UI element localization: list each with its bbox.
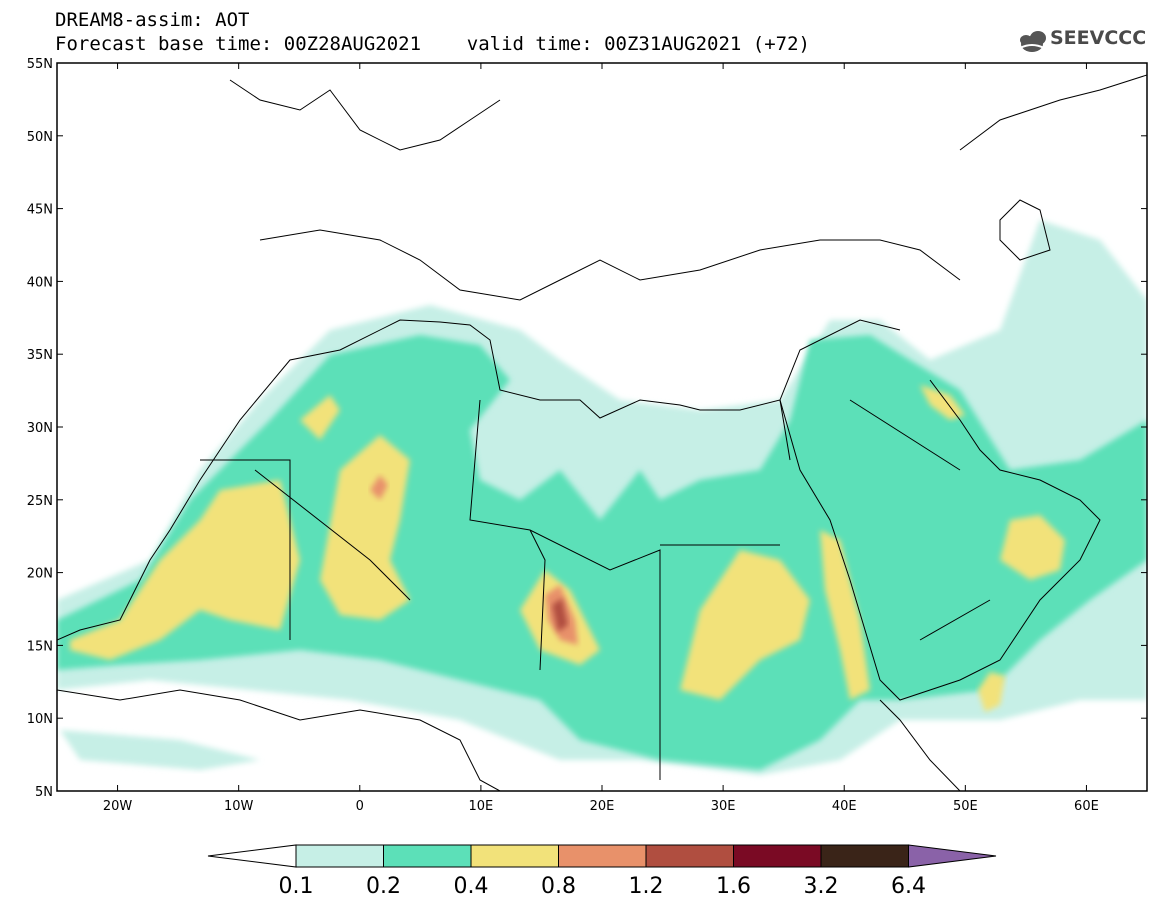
lat-tick-label: 45N bbox=[27, 203, 53, 218]
aot-contour-0.4-mauritania bbox=[320, 435, 410, 620]
map-title: DREAM8-assim: AOT bbox=[55, 9, 250, 31]
aot-contour-0.1-south bbox=[60, 730, 260, 770]
aot-contour-0.8-west bbox=[370, 475, 388, 500]
lon-tick-label: 60E bbox=[1074, 799, 1099, 814]
lat-tick-label: 25N bbox=[27, 494, 53, 509]
lat-tick-label: 10N bbox=[27, 712, 53, 727]
aot-contour-0.4-yemen bbox=[978, 672, 1005, 712]
lat-tick-label: 30N bbox=[27, 421, 53, 436]
colorbar-label: 3.2 bbox=[804, 874, 839, 899]
colorbar-bin-3 bbox=[470, 844, 559, 868]
cloud-icon bbox=[1019, 31, 1046, 52]
aot-contour-0.4-redsea bbox=[820, 530, 870, 700]
colorbar-label: 1.2 bbox=[629, 874, 664, 899]
lat-tick-label: 55N bbox=[27, 57, 53, 72]
colorbar-label: 1.6 bbox=[716, 874, 751, 899]
lat-tick-label: 40N bbox=[27, 275, 53, 290]
colorbar-bin-6 bbox=[733, 844, 822, 868]
colorbar-label: 0.8 bbox=[541, 874, 576, 899]
forecast-time-line: Forecast base time: 00Z28AUG2021 valid t… bbox=[55, 33, 810, 55]
lon-tick-label: 0 bbox=[356, 799, 364, 814]
lon-tick-label: 50E bbox=[953, 799, 978, 814]
colorbar-bin-5 bbox=[645, 844, 734, 868]
lon-tick-label: 10W bbox=[224, 799, 254, 814]
colorbar-label: 0.4 bbox=[454, 874, 489, 899]
colorbar-above-arrow bbox=[908, 844, 997, 868]
colorbar: 0.1 0.2 0.4 0.8 1.2 1.6 3.2 6.4 bbox=[207, 844, 997, 899]
aot-field bbox=[57, 220, 1147, 775]
lon-tick-label: 20E bbox=[590, 799, 615, 814]
lat-tick-label: 20N bbox=[27, 567, 53, 582]
aot-contour-0.4-west bbox=[70, 480, 300, 660]
axis-ticks: 55N 50N 45N 40N 35N 30N 25N 20N 15N 10N 5N 20W 10W 0 1… bbox=[27, 57, 1147, 814]
aot-contour-0.4-sudan bbox=[680, 550, 810, 700]
lon-tick-label: 20W bbox=[103, 799, 133, 814]
logo-text: SEEVCCC bbox=[1050, 27, 1147, 49]
colorbar-bin-4 bbox=[558, 844, 647, 868]
lon-tick-label: 30E bbox=[711, 799, 736, 814]
colorbar-labels: 0.1 0.2 0.4 0.8 1.2 1.6 3.2 6.4 bbox=[279, 874, 927, 899]
colorbar-label: 0.2 bbox=[366, 874, 401, 899]
colorbar-label: 6.4 bbox=[891, 874, 926, 899]
aot-contour-0.4-oman bbox=[1000, 515, 1065, 580]
lon-tick-label: 40E bbox=[832, 799, 857, 814]
lat-tick-label: 50N bbox=[27, 130, 53, 145]
lat-tick-label: 5N bbox=[35, 785, 53, 800]
colorbar-bin-1 bbox=[295, 844, 384, 868]
aot-contour-1.2 bbox=[552, 598, 568, 632]
lat-tick-label: 15N bbox=[27, 639, 53, 654]
colorbar-label: 0.1 bbox=[279, 874, 314, 899]
colorbar-bin-2 bbox=[383, 844, 472, 868]
colorbar-below-arrow bbox=[207, 844, 297, 868]
coastlines bbox=[57, 74, 1147, 791]
aot-contour-0.4-algeria bbox=[300, 395, 340, 440]
lat-tick-label: 35N bbox=[27, 348, 53, 363]
lon-tick-label: 10E bbox=[469, 799, 494, 814]
colorbar-bin-7 bbox=[820, 844, 909, 868]
